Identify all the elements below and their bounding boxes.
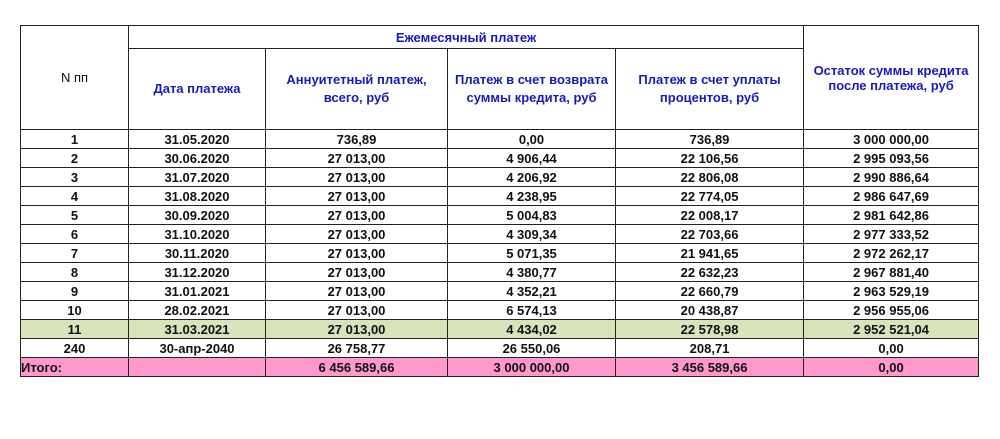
table-cell: 2 981 642,86 bbox=[803, 205, 980, 225]
table-cell: 4 bbox=[20, 186, 129, 206]
header-n: N пп bbox=[20, 25, 129, 130]
table-cell: 2 952 521,04 bbox=[803, 319, 980, 339]
table-row: 6 31.10.2020 27 013,00 4 309,34 22 703,66 2 9… bbox=[20, 224, 980, 244]
table-cell: 2 972 262,17 bbox=[803, 243, 980, 263]
table-cell: 4 309,34 bbox=[447, 224, 616, 244]
table-cell: 9 bbox=[20, 281, 129, 301]
table-cell: 30.09.2020 bbox=[128, 205, 266, 225]
table-row: 2 30.06.2020 27 013,00 4 906,44 22 106,56 2 9… bbox=[20, 148, 980, 168]
table-cell: 27 013,00 bbox=[265, 281, 448, 301]
table-cell: 28.02.2021 bbox=[128, 300, 266, 320]
table-cell: 11 bbox=[20, 319, 129, 339]
total-cell: Итого: bbox=[20, 357, 129, 377]
table-cell: 31.05.2020 bbox=[128, 129, 266, 149]
table-cell: 2 956 955,06 bbox=[803, 300, 980, 320]
table-cell: 2 bbox=[20, 148, 129, 168]
table-cell: 4 238,95 bbox=[447, 186, 616, 206]
payment-schedule-table: N пп Ежемесячный платеж Остаток суммы кр… bbox=[20, 25, 980, 377]
table-cell: 4 380,77 bbox=[447, 262, 616, 282]
table-cell: 5 bbox=[20, 205, 129, 225]
table-cell: 240 bbox=[20, 338, 129, 358]
table-cell: 27 013,00 bbox=[265, 262, 448, 282]
table-row: 8 31.12.2020 27 013,00 4 380,77 22 632,23 2 9… bbox=[20, 262, 980, 282]
table-row: 3 31.07.2020 27 013,00 4 206,92 22 806,08 2 9… bbox=[20, 167, 980, 187]
header-interest: Платеж в счет уплаты процентов, руб bbox=[614, 48, 805, 130]
table-cell: 31.10.2020 bbox=[128, 224, 266, 244]
header-date: Дата платежа bbox=[128, 48, 266, 130]
table-cell: 26 550,06 bbox=[447, 338, 616, 358]
table-cell: 27 013,00 bbox=[265, 300, 448, 320]
table-cell: 30-апр-2040 bbox=[128, 338, 266, 358]
table-cell: 31.01.2021 bbox=[128, 281, 266, 301]
table-cell: 4 352,21 bbox=[447, 281, 616, 301]
table-cell: 26 758,77 bbox=[265, 338, 448, 358]
table-row: 7 30.11.2020 27 013,00 5 071,35 21 941,65 2 9… bbox=[20, 243, 980, 263]
table-cell: 2 986 647,69 bbox=[803, 186, 980, 206]
table-cell: 8 bbox=[20, 262, 129, 282]
header-annuity: Аннуитетный платеж, всего, руб bbox=[265, 48, 448, 130]
table-cell: 2 977 333,52 bbox=[803, 224, 980, 244]
table-cell: 1 bbox=[20, 129, 129, 149]
table-cell: 0,00 bbox=[447, 129, 616, 149]
table-cell: 31.08.2020 bbox=[128, 186, 266, 206]
table-cell: 30.06.2020 bbox=[128, 148, 266, 168]
table-cell: 6 bbox=[20, 224, 129, 244]
table-cell: 736,89 bbox=[614, 129, 805, 149]
total-cell bbox=[128, 357, 266, 377]
table-row: 240 30-апр-2040 26 758,77 26 550,06 208,71 0,… bbox=[20, 338, 980, 358]
table-cell: 4 206,92 bbox=[447, 167, 616, 187]
table-cell: 5 071,35 bbox=[447, 243, 616, 263]
table-cell: 27 013,00 bbox=[265, 205, 448, 225]
table-cell: 22 632,23 bbox=[614, 262, 805, 282]
table-row: 1 31.05.2020 736,89 0,00 736,89 3 000 000,00 bbox=[20, 129, 980, 149]
table-cell: 22 806,08 bbox=[614, 167, 805, 187]
table-cell: 4 906,44 bbox=[447, 148, 616, 168]
total-row: Итого: 6 456 589,66 3 000 000,00 3 456 589,… bbox=[20, 357, 980, 377]
table-row: 5 30.09.2020 27 013,00 5 004,83 22 008,17 2 9… bbox=[20, 205, 980, 225]
table-cell: 2 995 093,56 bbox=[803, 148, 980, 168]
table-row: 10 28.02.2021 27 013,00 6 574,13 20 438,87 2 … bbox=[20, 300, 980, 320]
table-cell: 5 004,83 bbox=[447, 205, 616, 225]
table-cell: 2 967 881,40 bbox=[803, 262, 980, 282]
table-cell: 2 963 529,19 bbox=[803, 281, 980, 301]
table-row: 9 31.01.2021 27 013,00 4 352,21 22 660,79 2 9… bbox=[20, 281, 980, 301]
table-cell: 27 013,00 bbox=[265, 186, 448, 206]
table-cell: 2 990 886,64 bbox=[803, 167, 980, 187]
table-cell: 22 703,66 bbox=[614, 224, 805, 244]
table-cell: 22 578,98 bbox=[614, 319, 805, 339]
table-cell: 4 434,02 bbox=[447, 319, 616, 339]
table-cell: 27 013,00 bbox=[265, 148, 448, 168]
table-cell: 208,71 bbox=[614, 338, 805, 358]
table-cell: 22 774,05 bbox=[614, 186, 805, 206]
table-cell: 27 013,00 bbox=[265, 224, 448, 244]
table-row: 11 31.03.2021 27 013,00 4 434,02 22 578,98 2 … bbox=[20, 319, 980, 339]
total-cell: 0,00 bbox=[803, 357, 980, 377]
table-cell: 0,00 bbox=[803, 338, 980, 358]
table-cell: 7 bbox=[20, 243, 129, 263]
table-cell: 6 574,13 bbox=[447, 300, 616, 320]
table-row: 4 31.08.2020 27 013,00 4 238,95 22 774,05 2 9… bbox=[20, 186, 980, 206]
table-cell: 22 008,17 bbox=[614, 205, 805, 225]
table-cell: 22 106,56 bbox=[614, 148, 805, 168]
total-cell: 6 456 589,66 bbox=[265, 357, 448, 377]
table-cell: 20 438,87 bbox=[614, 300, 805, 320]
table-cell: 3 000 000,00 bbox=[803, 129, 980, 149]
header-monthly-payment: Ежемесячный платеж bbox=[127, 25, 805, 49]
header-principal: Платеж в счет возврата суммы кредита, ру… bbox=[447, 48, 616, 130]
table-cell: 10 bbox=[20, 300, 129, 320]
table-cell: 27 013,00 bbox=[265, 167, 448, 187]
table-cell: 30.11.2020 bbox=[128, 243, 266, 263]
table-cell: 22 660,79 bbox=[614, 281, 805, 301]
total-cell: 3 000 000,00 bbox=[447, 357, 616, 377]
table-cell: 31.03.2021 bbox=[128, 319, 266, 339]
table-cell: 3 bbox=[20, 167, 129, 187]
table-cell: 31.07.2020 bbox=[128, 167, 266, 187]
table-cell: 27 013,00 bbox=[265, 243, 448, 263]
table-cell: 21 941,65 bbox=[614, 243, 805, 263]
table-cell: 27 013,00 bbox=[265, 319, 448, 339]
table-cell: 31.12.2020 bbox=[128, 262, 266, 282]
total-cell: 3 456 589,66 bbox=[614, 357, 805, 377]
header-balance: Остаток суммы кредита после платежа, руб bbox=[803, 25, 980, 130]
table-cell: 736,89 bbox=[265, 129, 448, 149]
